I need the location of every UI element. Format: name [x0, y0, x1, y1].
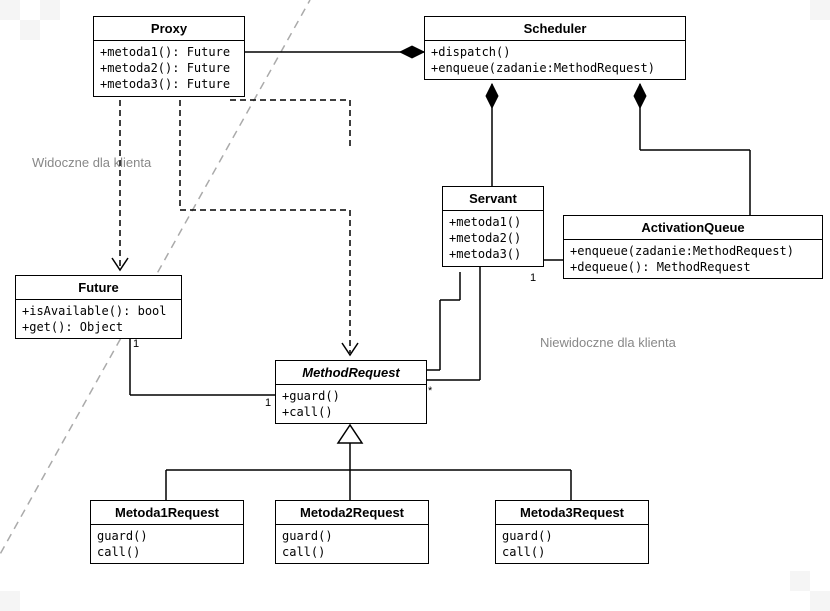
method: call() [97, 544, 237, 560]
method: +metoda2(): Future [100, 60, 238, 76]
method: +metoda1() [449, 214, 537, 230]
class-title: Scheduler [425, 17, 685, 41]
method: +metoda3() [449, 246, 537, 262]
class-body: +metoda1(): Future +metoda2(): Future +m… [94, 41, 244, 96]
class-title: ActivationQueue [564, 216, 822, 240]
method: call() [502, 544, 642, 560]
class-body: guard() call() [276, 525, 428, 563]
class-title: Metoda3Request [496, 501, 648, 525]
mult-future: 1 [133, 338, 139, 350]
class-title: MethodRequest [276, 361, 426, 385]
method: +dispatch() [431, 44, 679, 60]
mult-servant: 1 [530, 272, 536, 284]
class-metoda2request: Metoda2Request guard() call() [275, 500, 429, 564]
class-proxy: Proxy +metoda1(): Future +metoda2(): Fut… [93, 16, 245, 97]
method: +metoda2() [449, 230, 537, 246]
class-title: Proxy [94, 17, 244, 41]
method: +metoda1(): Future [100, 44, 238, 60]
method: +call() [282, 404, 420, 420]
class-body: guard() call() [496, 525, 648, 563]
method: +enqueue(zadanie:MethodRequest) [431, 60, 679, 76]
method: guard() [282, 528, 422, 544]
mult-mr-1: 1 [265, 397, 271, 409]
class-title: Metoda2Request [276, 501, 428, 525]
method: +get(): Object [22, 319, 175, 335]
method: guard() [502, 528, 642, 544]
method: +isAvailable(): bool [22, 303, 175, 319]
class-body: +guard() +call() [276, 385, 426, 423]
class-body: +isAvailable(): bool +get(): Object [16, 300, 181, 338]
class-body: +dispatch() +enqueue(zadanie:MethodReque… [425, 41, 685, 79]
class-metoda1request: Metoda1Request guard() call() [90, 500, 244, 564]
method: guard() [97, 528, 237, 544]
method: +dequeue(): MethodRequest [570, 259, 816, 275]
class-activationqueue: ActivationQueue +enqueue(zadanie:MethodR… [563, 215, 823, 279]
note-visible: Widoczne dla klienta [32, 155, 151, 170]
class-scheduler: Scheduler +dispatch() +enqueue(zadanie:M… [424, 16, 686, 80]
method: +enqueue(zadanie:MethodRequest) [570, 243, 816, 259]
class-body: guard() call() [91, 525, 243, 563]
class-body: +enqueue(zadanie:MethodRequest) +dequeue… [564, 240, 822, 278]
class-title: Servant [443, 187, 543, 211]
class-future: Future +isAvailable(): bool +get(): Obje… [15, 275, 182, 339]
class-metoda3request: Metoda3Request guard() call() [495, 500, 649, 564]
class-servant: Servant +metoda1() +metoda2() +metoda3() [442, 186, 544, 267]
method: call() [282, 544, 422, 560]
class-title: Metoda1Request [91, 501, 243, 525]
method: +metoda3(): Future [100, 76, 238, 92]
method: +guard() [282, 388, 420, 404]
note-invisible: Niewidoczne dla klienta [540, 335, 676, 350]
mult-mr-star: * [428, 385, 432, 397]
class-body: +metoda1() +metoda2() +metoda3() [443, 211, 543, 266]
class-methodrequest: MethodRequest +guard() +call() [275, 360, 427, 424]
class-title: Future [16, 276, 181, 300]
